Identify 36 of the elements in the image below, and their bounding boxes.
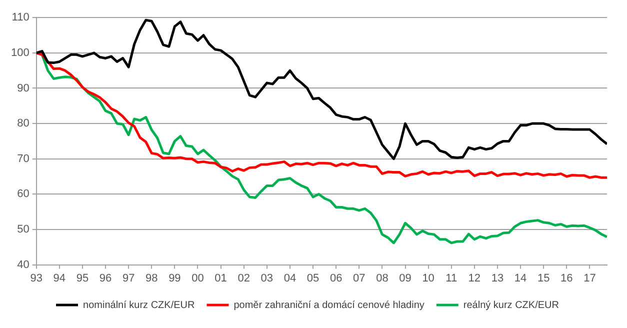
- x-tick-label: 08: [376, 272, 388, 284]
- y-tick-label: 70: [17, 152, 30, 165]
- x-tick-label: 04: [284, 272, 296, 284]
- legend-label: reálný kurz CZK/EUR: [463, 300, 559, 311]
- x-tick-label: 14: [514, 272, 527, 284]
- x-tick-label: 06: [330, 272, 342, 284]
- x-tick-label: 15: [537, 272, 550, 284]
- x-tick-label: 07: [353, 272, 366, 284]
- x-tick-label: 16: [560, 272, 573, 284]
- x-tick-label: 12: [468, 272, 481, 284]
- x-tick-label: 98: [146, 272, 158, 284]
- y-tick-label: 80: [17, 118, 30, 130]
- x-tick-label: 94: [53, 272, 66, 284]
- x-tick-label: 00: [192, 272, 204, 284]
- y-tick-label: 90: [17, 82, 30, 94]
- x-tick-label: 05: [306, 272, 320, 284]
- x-tick-label: 95: [76, 272, 89, 284]
- x-tick-label: 10: [422, 272, 434, 284]
- x-tick-label: 93: [30, 272, 42, 284]
- x-tick-label: 99: [168, 272, 181, 284]
- x-tick-label: 17: [584, 272, 596, 284]
- y-tick-label: 40: [17, 258, 30, 271]
- x-tick-label: 96: [99, 272, 112, 284]
- x-tick-label: 01: [214, 272, 227, 284]
- y-tick-label: 100: [10, 46, 30, 59]
- y-tick-label: 110: [12, 12, 30, 24]
- x-tick-label: 97: [122, 272, 135, 284]
- x-tick-label: 11: [446, 272, 458, 284]
- y-tick-label: 50: [17, 224, 30, 236]
- x-tick-label: 09: [399, 272, 412, 284]
- y-tick-label: 60: [17, 188, 30, 200]
- legend-label: nominální kurz CZK/EUR: [83, 300, 195, 311]
- legend-label: poměr zahraniční a domácí cenové hladiny: [234, 300, 424, 311]
- x-tick-label: 03: [260, 272, 274, 284]
- x-tick-label: 02: [238, 272, 250, 284]
- x-tick-label: 13: [491, 272, 504, 284]
